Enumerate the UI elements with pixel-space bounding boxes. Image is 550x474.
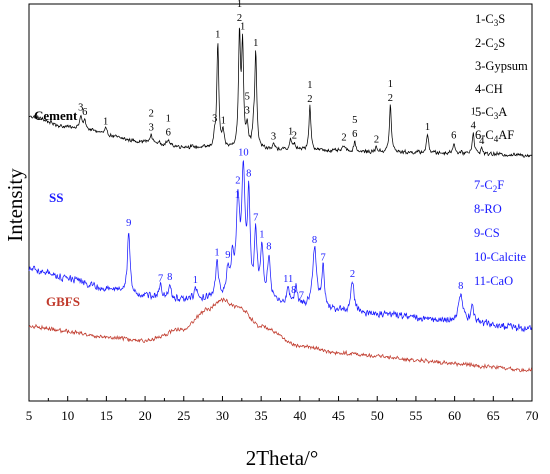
peak-label-cement: 1: [388, 79, 393, 90]
x-tick-label: 50: [371, 408, 384, 423]
x-tick-label: 45: [332, 408, 345, 423]
peak-label-cement: 2: [307, 94, 312, 105]
x-tick-label: 15: [100, 408, 113, 423]
peak-label-ss: 8: [458, 281, 463, 292]
peak-label-cement: 2: [237, 13, 242, 24]
peak-label-cement: 1: [240, 21, 245, 32]
peak-label-cement: 1: [471, 106, 476, 117]
peak-label-ss: 1: [214, 248, 219, 259]
peak-label-ss: 8: [266, 241, 271, 252]
ss-curve-label: SS: [49, 190, 63, 205]
peak-label-ss: 8: [167, 272, 172, 283]
x-tick-label: 60: [448, 408, 461, 423]
peak-label-cement: 1: [288, 127, 293, 138]
x-tick-label: 65: [487, 408, 500, 423]
peak-label-cement: 1: [221, 115, 226, 126]
peak-label-cement: 1: [307, 80, 312, 91]
peak-label-ss: 7: [320, 253, 325, 264]
peak-label-cement: 6: [451, 131, 456, 142]
peak-label-cement: 2: [374, 134, 379, 145]
x-tick-label: 10: [61, 408, 74, 423]
series-line-ss: [28, 159, 533, 333]
peak-label-cement: 6: [352, 129, 357, 140]
peak-label-ss: 9: [225, 250, 230, 261]
peak-label-ss: 11: [283, 274, 293, 285]
peak-label-cement: 6: [82, 107, 87, 118]
peak-label-ss: 8: [291, 285, 296, 296]
cement-curve-label: Cement: [34, 108, 78, 123]
peak-label-ss: 9: [126, 218, 131, 229]
peak-label-cement: 1: [425, 122, 430, 133]
x-tick-label: 20: [139, 408, 152, 423]
peak-label-cement: 1: [103, 117, 108, 128]
peak-label-cement: 3: [245, 105, 250, 116]
peak-label-cement: 3: [149, 123, 154, 134]
peak-label-cement: 1: [166, 114, 171, 125]
legend-cement-phases: 1-C3S 2-C2S 3-Gypsum 4-CH 5-C3A 6-C4AF: [475, 12, 528, 144]
peak-label-ss: 8: [246, 169, 251, 180]
peak-label-cement: 1: [237, 0, 242, 10]
legend-ss-phases: 7-C2F 8-RO 9-CS 10-Calcite 11-CaO: [474, 178, 527, 288]
y-axis-title: Intensity: [3, 168, 27, 242]
peak-label-ss: 1: [193, 275, 198, 286]
legend-item-c3s: 1-C3S: [475, 12, 505, 28]
peak-label-cement: 4: [471, 120, 477, 131]
peak-label-ss: 2: [235, 175, 240, 186]
peak-label-cement: 2: [388, 93, 393, 104]
peak-label-ss: 2: [350, 269, 355, 280]
peak-label-cement: 5: [245, 91, 250, 102]
legend-item-c3a: 5-C3A: [475, 105, 507, 121]
x-tick-label: 5: [26, 408, 33, 423]
gbfs-curve-label: GBFS: [46, 294, 80, 309]
plot-frame: [28, 3, 533, 402]
peak-label-cement: 6: [166, 128, 171, 139]
peak-label-ss: 7: [299, 291, 304, 302]
x-tick-label: 35: [255, 408, 268, 423]
peak-label-cement: 2: [292, 130, 297, 141]
x-axis-title: 2Theta/°: [246, 446, 319, 470]
legend-item-c4af: 6-C4AF: [475, 128, 514, 144]
peak-label-cement: 1: [215, 29, 220, 40]
peak-label-cement: 3: [271, 132, 276, 143]
peak-label-cement: 4: [479, 136, 485, 147]
legend-item-cao: 11-CaO: [474, 274, 513, 288]
legend-item-ro: 8-RO: [474, 202, 502, 216]
peak-label-cement: 1: [253, 38, 258, 49]
legend-item-cs: 9-CS: [474, 226, 500, 240]
x-tick-label: 70: [526, 408, 539, 423]
x-tick-label: 40: [293, 408, 306, 423]
peak-label-cement: 3: [212, 114, 217, 125]
xrd-curves: [28, 27, 533, 373]
legend-item-c2s: 2-C2S: [475, 36, 505, 52]
legend-item-gypsum: 3-Gypsum: [475, 59, 528, 73]
peak-label-ss: 1: [235, 190, 240, 201]
x-tick-label: 25: [177, 408, 190, 423]
peak-label-cement: 2: [341, 133, 346, 144]
x-axis-ticks: [28, 396, 533, 401]
peak-label-ss: 10: [238, 147, 249, 158]
x-axis-tick-labels: 5 10 15 20 25 30 35 40 45 50 55 60 65 70: [26, 408, 539, 423]
x-tick-label: 30: [216, 408, 229, 423]
legend-item-c2f: 7-C2F: [474, 178, 504, 194]
x-tick-label: 55: [409, 408, 422, 423]
legend-item-calcite: 10-Calcite: [474, 250, 527, 264]
series-line-gbfs: [28, 297, 533, 373]
peak-label-ss: 8: [312, 235, 317, 246]
legend-item-ch: 4-CH: [475, 82, 503, 96]
peak-label-ss: 1: [259, 230, 264, 241]
peak-label-ss: 7: [253, 212, 258, 223]
peak-label-cement: 2: [149, 109, 154, 120]
peak-label-cement: 5: [352, 115, 357, 126]
series-line-cement: [28, 27, 533, 158]
peak-label-ss: 7: [158, 273, 163, 284]
peak-label-cement: 3: [78, 103, 83, 114]
